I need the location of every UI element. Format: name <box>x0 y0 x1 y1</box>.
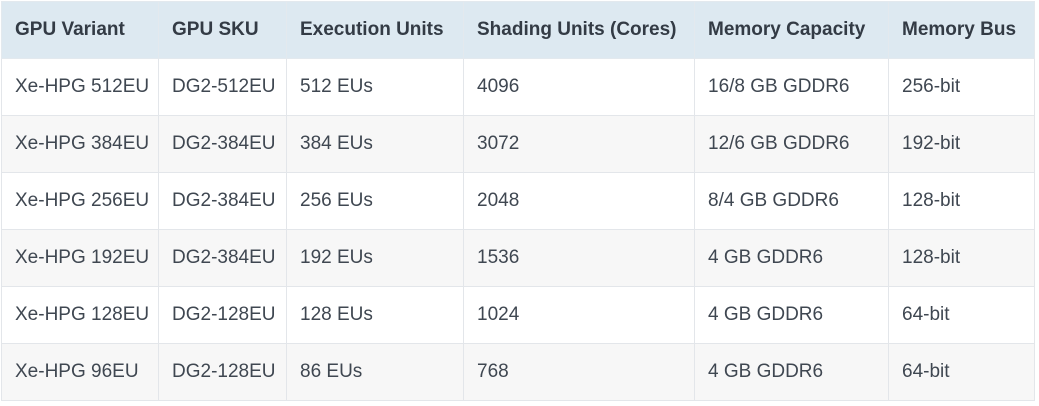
cell-memory-capacity: 4 GB GDDR6 <box>694 229 889 287</box>
cell-gpu-variant: Xe-HPG 96EU <box>1 343 159 401</box>
cell-memory-bus: 128-bit <box>888 172 1035 230</box>
cell-memory-capacity: 8/4 GB GDDR6 <box>694 172 889 230</box>
cell-gpu-variant: Xe-HPG 128EU <box>1 286 159 344</box>
cell-memory-bus: 192-bit <box>888 115 1035 173</box>
cell-memory-capacity: 4 GB GDDR6 <box>694 343 889 401</box>
cell-memory-capacity: 4 GB GDDR6 <box>694 286 889 344</box>
cell-shading-units: 1024 <box>463 286 695 344</box>
cell-gpu-variant: Xe-HPG 384EU <box>1 115 159 173</box>
cell-shading-units: 1536 <box>463 229 695 287</box>
cell-gpu-variant: Xe-HPG 512EU <box>1 58 159 116</box>
cell-gpu-sku: DG2-384EU <box>158 229 287 287</box>
table-row: Xe-HPG 128EU DG2-128EU 128 EUs 1024 4 GB… <box>1 286 1035 344</box>
cell-gpu-sku: DG2-384EU <box>158 172 287 230</box>
cell-execution-units: 512 EUs <box>286 58 464 116</box>
cell-gpu-sku: DG2-128EU <box>158 343 287 401</box>
cell-memory-capacity: 12/6 GB GDDR6 <box>694 115 889 173</box>
table-row: Xe-HPG 512EU DG2-512EU 512 EUs 4096 16/8… <box>1 58 1035 116</box>
cell-execution-units: 384 EUs <box>286 115 464 173</box>
column-header-gpu-sku: GPU SKU <box>158 1 287 59</box>
column-header-shading-units: Shading Units (Cores) <box>463 1 695 59</box>
cell-memory-capacity: 16/8 GB GDDR6 <box>694 58 889 116</box>
cell-memory-bus: 64-bit <box>888 343 1035 401</box>
cell-execution-units: 128 EUs <box>286 286 464 344</box>
cell-execution-units: 192 EUs <box>286 229 464 287</box>
column-header-execution-units: Execution Units <box>286 1 464 59</box>
cell-memory-bus: 128-bit <box>888 229 1035 287</box>
cell-memory-bus: 256-bit <box>888 58 1035 116</box>
column-header-memory-capacity: Memory Capacity <box>694 1 889 59</box>
cell-shading-units: 2048 <box>463 172 695 230</box>
table-row: Xe-HPG 192EU DG2-384EU 192 EUs 1536 4 GB… <box>1 229 1035 287</box>
cell-gpu-sku: DG2-512EU <box>158 58 287 116</box>
cell-gpu-sku: DG2-384EU <box>158 115 287 173</box>
cell-shading-units: 3072 <box>463 115 695 173</box>
cell-gpu-sku: DG2-128EU <box>158 286 287 344</box>
cell-execution-units: 256 EUs <box>286 172 464 230</box>
table-row: Xe-HPG 96EU DG2-128EU 86 EUs 768 4 GB GD… <box>1 343 1035 401</box>
cell-memory-bus: 64-bit <box>888 286 1035 344</box>
cell-shading-units: 4096 <box>463 58 695 116</box>
column-header-gpu-variant: GPU Variant <box>1 1 159 59</box>
header-row: GPU Variant GPU SKU Execution Units Shad… <box>1 1 1035 59</box>
cell-shading-units: 768 <box>463 343 695 401</box>
cell-gpu-variant: Xe-HPG 192EU <box>1 229 159 287</box>
table-row: Xe-HPG 384EU DG2-384EU 384 EUs 3072 12/6… <box>1 115 1035 173</box>
column-header-memory-bus: Memory Bus <box>888 1 1035 59</box>
cell-gpu-variant: Xe-HPG 256EU <box>1 172 159 230</box>
table-row: Xe-HPG 256EU DG2-384EU 256 EUs 2048 8/4 … <box>1 172 1035 230</box>
cell-execution-units: 86 EUs <box>286 343 464 401</box>
